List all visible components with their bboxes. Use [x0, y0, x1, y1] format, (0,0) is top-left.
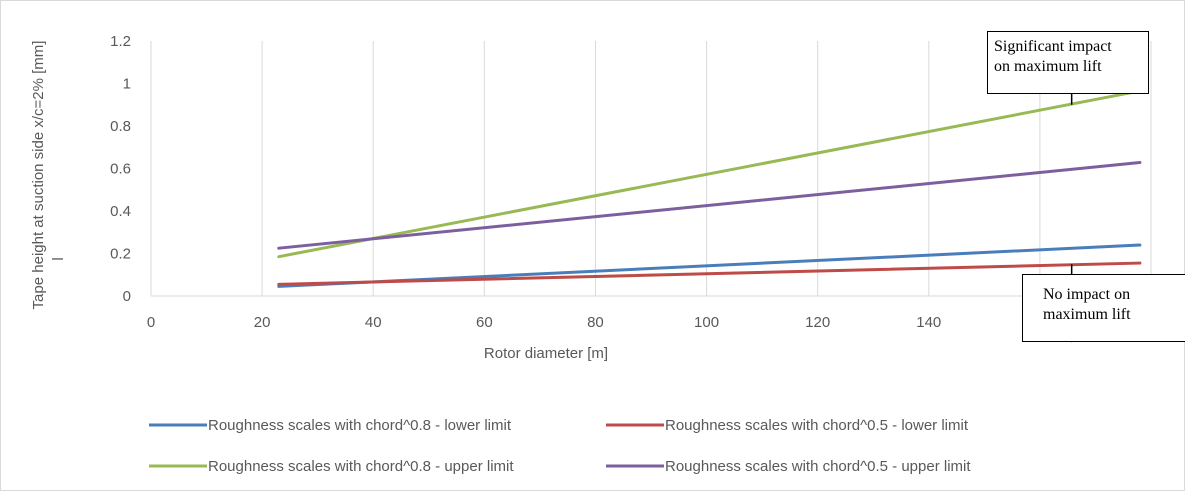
x-tick-label: 100 — [694, 314, 719, 331]
legend-label: Roughness scales with chord^0.5 - lower … — [665, 417, 969, 434]
series-line-4 — [277, 161, 1142, 250]
annotation-text-no-impact: No impact on maximum lift — [1043, 286, 1131, 323]
x-tick-label: 40 — [365, 314, 382, 331]
annotation-text-significant-impact: Significant impact on maximum lift — [994, 38, 1112, 75]
legend: Roughness scales with chord^0.8 - lower … — [149, 417, 971, 475]
annotation-box-significant-impact: Significant impact on maximum lift — [987, 31, 1149, 94]
x-axis-title: Rotor diameter [m] — [484, 345, 608, 362]
y-tick-label: 1.2 — [110, 33, 131, 50]
y-axis-title-extra: l — [50, 257, 67, 260]
x-tick-label: 80 — [587, 314, 604, 331]
gridlines — [150, 41, 1152, 296]
x-tick-label: 120 — [805, 314, 830, 331]
x-tick-label: 20 — [254, 314, 271, 331]
y-tick-label: 0.2 — [110, 246, 131, 263]
y-tick-label: 0.8 — [110, 118, 131, 135]
annotation-box-no-impact: No impact on maximum lift — [1022, 274, 1185, 342]
y-axis-title: Tape height at suction side x/c=2% [mm] — [30, 41, 47, 310]
x-tick-label: 0 — [147, 314, 155, 331]
y-tick-label: 0.6 — [110, 161, 131, 178]
y-tick-label: 0.4 — [110, 203, 131, 220]
series-lines — [277, 89, 1142, 288]
x-tick-label: 140 — [916, 314, 941, 331]
x-tick-label: 60 — [476, 314, 493, 331]
y-tick-label: 1 — [123, 76, 131, 93]
legend-label: Roughness scales with chord^0.8 - upper … — [208, 458, 514, 475]
legend-label: Roughness scales with chord^0.5 - upper … — [665, 458, 971, 475]
y-tick-label: 0 — [123, 288, 131, 305]
legend-label: Roughness scales with chord^0.8 - lower … — [208, 417, 512, 434]
series-line-2 — [277, 261, 1142, 286]
series-line-3 — [277, 89, 1142, 259]
